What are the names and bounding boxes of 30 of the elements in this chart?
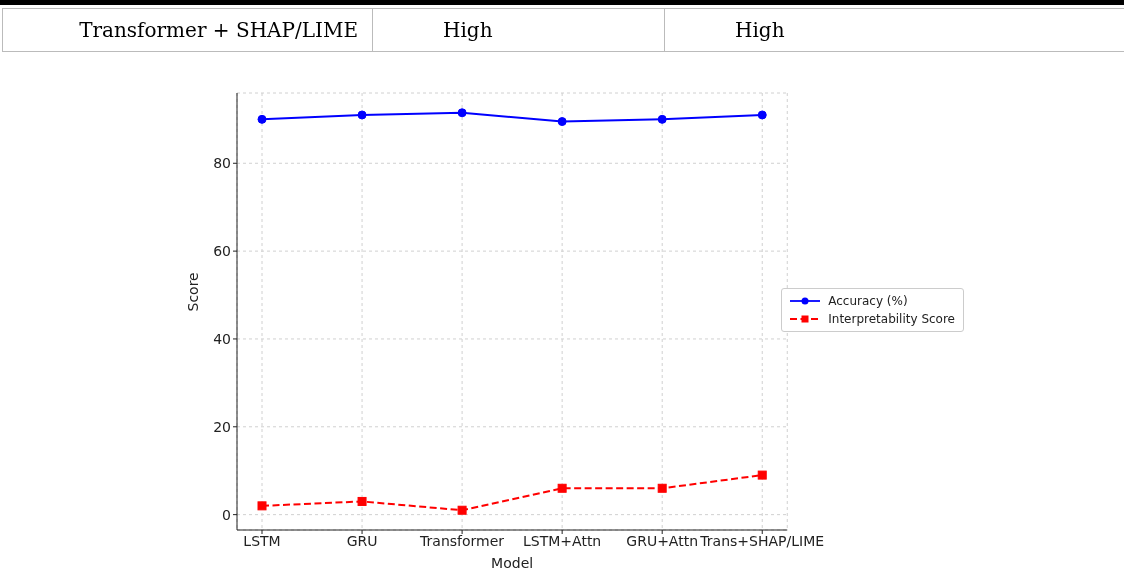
y-axis-title: Score [184, 272, 201, 312]
x-tick-label: Transformer [419, 532, 505, 549]
x-tick-label: GRU+Attn [626, 532, 699, 549]
y-tick-label: 20 [213, 418, 231, 435]
y-tick-label: 40 [213, 330, 231, 347]
point [657, 483, 667, 493]
legend-label: Interpretability Score [828, 311, 955, 328]
point [357, 110, 367, 120]
x-tick-label: GRU [346, 532, 378, 549]
y-tick-label: 80 [213, 155, 231, 172]
point [757, 110, 767, 120]
point [557, 483, 567, 493]
legend-label: Accuracy (%) [828, 293, 908, 310]
x-tick-label: LSTM+Attn [523, 532, 602, 549]
text: High [373, 9, 665, 51]
point [557, 117, 567, 127]
point [257, 501, 267, 511]
text: Transformer + SHAP/LIME [3, 9, 373, 51]
x-tick-label: Trans+SHAP/LIME [699, 532, 825, 549]
point [257, 114, 267, 124]
point [457, 505, 467, 515]
point [757, 470, 767, 480]
text: High [665, 9, 1124, 51]
x-tick-label: LSTM [243, 532, 281, 549]
x-axis-title: Model [491, 555, 534, 571]
y-tick-label: 0 [222, 506, 231, 523]
y-tick-label: 60 [213, 243, 231, 260]
point [357, 496, 367, 506]
point [657, 114, 667, 124]
point [457, 108, 467, 118]
